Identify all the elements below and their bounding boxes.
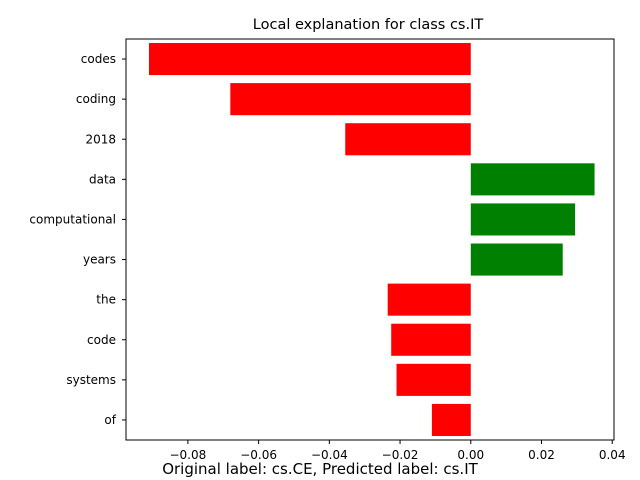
bar-years — [470, 243, 563, 276]
bar-of — [431, 403, 471, 436]
y-tick-label: code — [87, 333, 116, 347]
x-tick-label: 0.04 — [599, 448, 626, 462]
bar-codes — [148, 43, 471, 76]
bars-group — [148, 43, 595, 436]
x-tick-label: 0.00 — [457, 448, 484, 462]
x-tick-label: −0.06 — [240, 448, 277, 462]
x-tick-label: −0.08 — [169, 448, 206, 462]
y-tick-label: coding — [76, 92, 116, 106]
bar-2018 — [345, 123, 471, 156]
chart-caption: Original label: cs.CE, Predicted label: … — [162, 460, 478, 478]
y-axis-ticks: codes coding 2018 data computational years the… — [29, 52, 126, 427]
y-tick-label: of — [104, 413, 116, 427]
bar-the — [387, 283, 471, 316]
bar-data — [470, 163, 595, 196]
x-tick-label: 0.02 — [528, 448, 555, 462]
y-tick-label: systems — [66, 373, 116, 387]
y-tick-label: 2018 — [85, 132, 116, 146]
y-tick-label: the — [96, 293, 116, 307]
bar-coding — [230, 83, 471, 116]
bar-systems — [396, 363, 471, 396]
x-tick-label: −0.02 — [382, 448, 419, 462]
plot-frame — [125, 38, 615, 441]
chart-title: Local explanation for class cs.IT — [253, 17, 484, 33]
x-tick-label: −0.04 — [311, 448, 348, 462]
y-tick-label: years — [83, 253, 116, 267]
y-tick-label: computational — [29, 212, 116, 226]
y-tick-label: codes — [81, 52, 116, 66]
x-axis-ticks: −0.08 −0.06 −0.04 −0.02 0.00 0.02 0.04 — [169, 440, 626, 462]
y-tick-label: data — [89, 172, 116, 186]
bar-computational — [470, 203, 576, 236]
bar-code — [391, 323, 471, 356]
